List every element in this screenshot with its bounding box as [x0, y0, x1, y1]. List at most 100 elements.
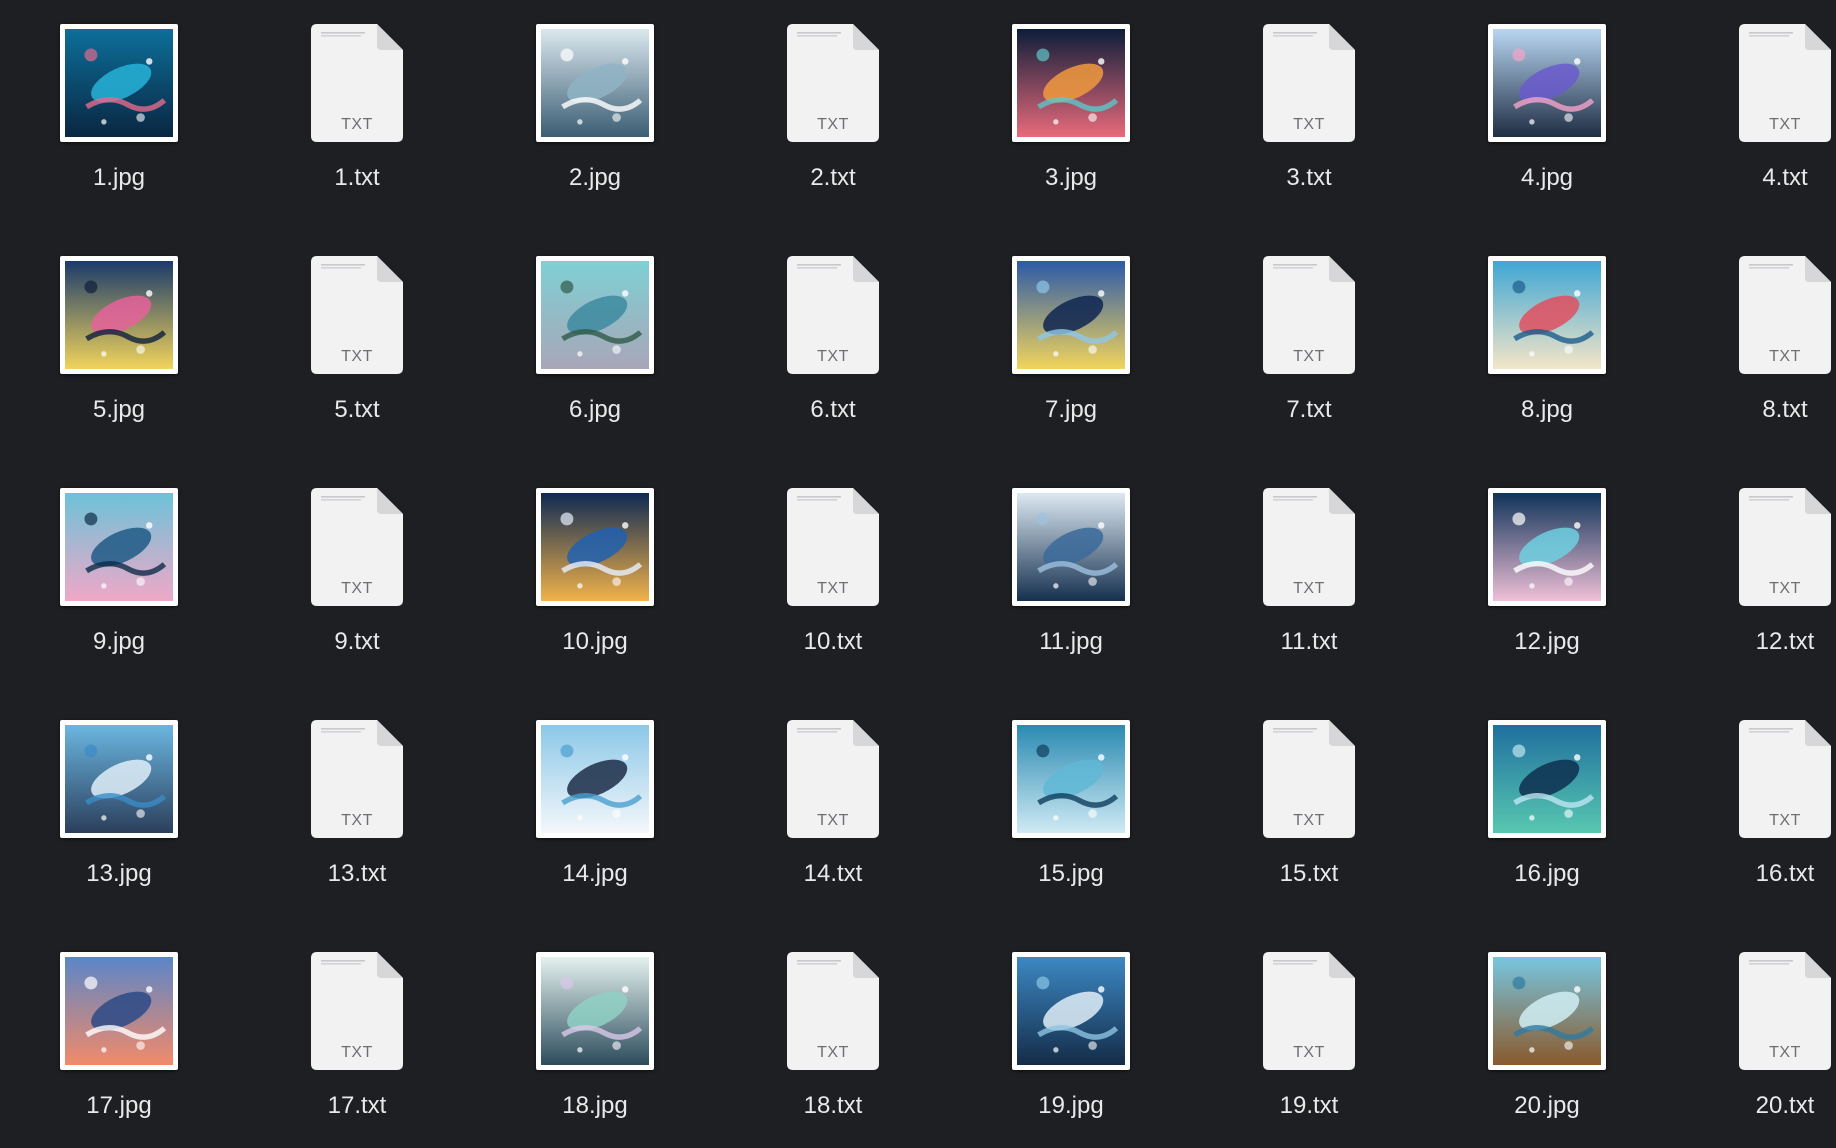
image-thumbnail-icon: [536, 24, 654, 142]
text-file-item[interactable]: TXT 11.txt: [1190, 464, 1428, 684]
file-name-label[interactable]: 2.txt: [810, 164, 856, 191]
file-name-label[interactable]: 10.txt: [803, 628, 863, 655]
file-name-label[interactable]: 16.jpg: [1514, 860, 1580, 887]
image-file-item[interactable]: 10.jpg: [476, 464, 714, 684]
image-file-item[interactable]: 3.jpg: [952, 0, 1190, 220]
text-file-item[interactable]: TXT 7.txt: [1190, 232, 1428, 452]
image-file-item[interactable]: 17.jpg: [0, 928, 238, 1148]
image-file-item[interactable]: 18.jpg: [476, 928, 714, 1148]
image-file-item[interactable]: 7.jpg: [952, 232, 1190, 452]
image-file-item[interactable]: 16.jpg: [1428, 696, 1666, 916]
image-file-item[interactable]: 12.jpg: [1428, 464, 1666, 684]
text-file-item[interactable]: TXT 1.txt: [238, 0, 476, 220]
image-file-item[interactable]: 13.jpg: [0, 696, 238, 916]
file-name-label[interactable]: 11.jpg: [1039, 628, 1103, 655]
file-name-label[interactable]: 6.jpg: [568, 396, 622, 423]
file-name-label[interactable]: 12.jpg: [1514, 628, 1580, 655]
text-file-item[interactable]: TXT 18.txt: [714, 928, 952, 1148]
file-icon-wrapper: [0, 486, 238, 608]
text-file-item[interactable]: TXT 16.txt: [1666, 696, 1836, 916]
file-name-label[interactable]: 1.txt: [334, 164, 380, 191]
file-icon-wrapper: [1428, 718, 1666, 840]
document-icon: TXT: [1739, 256, 1831, 374]
text-file-item[interactable]: TXT 4.txt: [1666, 0, 1836, 220]
text-file-item[interactable]: TXT 3.txt: [1190, 0, 1428, 220]
file-name-label[interactable]: 17.jpg: [86, 1092, 152, 1119]
file-name-label[interactable]: 9.jpg: [92, 628, 146, 655]
file-name-label[interactable]: 17.txt: [327, 1092, 387, 1119]
file-name-label[interactable]: 13.jpg: [86, 860, 152, 887]
file-name-label[interactable]: 4.txt: [1762, 164, 1808, 191]
text-file-item[interactable]: TXT 9.txt: [238, 464, 476, 684]
image-file-item[interactable]: 14.jpg: [476, 696, 714, 916]
file-icon-wrapper: TXT: [238, 22, 476, 144]
text-file-item[interactable]: TXT 2.txt: [714, 0, 952, 220]
image-file-item[interactable]: 20.jpg: [1428, 928, 1666, 1148]
text-file-item[interactable]: TXT 8.txt: [1666, 232, 1836, 452]
text-file-item[interactable]: TXT 17.txt: [238, 928, 476, 1148]
text-file-item[interactable]: TXT 12.txt: [1666, 464, 1836, 684]
artwork-preview: [541, 29, 649, 137]
file-name-label[interactable]: 13.txt: [327, 860, 387, 887]
file-name-label[interactable]: 12.txt: [1755, 628, 1815, 655]
text-file-item[interactable]: TXT 19.txt: [1190, 928, 1428, 1148]
file-name-label[interactable]: 3.txt: [1286, 164, 1332, 191]
image-file-item[interactable]: 19.jpg: [952, 928, 1190, 1148]
file-name-label[interactable]: 14.txt: [803, 860, 863, 887]
file-name-label[interactable]: 14.jpg: [562, 860, 628, 887]
file-name-label[interactable]: 20.txt: [1755, 1092, 1815, 1119]
file-name-label[interactable]: 11.txt: [1280, 628, 1338, 655]
image-file-item[interactable]: 11.jpg: [952, 464, 1190, 684]
file-name-label[interactable]: 2.jpg: [568, 164, 622, 191]
file-name-label[interactable]: 8.txt: [1762, 396, 1808, 423]
image-thumbnail-icon: [1012, 256, 1130, 374]
document-icon: TXT: [787, 488, 879, 606]
image-file-item[interactable]: 6.jpg: [476, 232, 714, 452]
file-icon-wrapper: TXT: [238, 254, 476, 376]
file-name-label[interactable]: 18.jpg: [562, 1092, 628, 1119]
file-icon-wrapper: TXT: [714, 486, 952, 608]
file-icon-wrapper: [952, 950, 1190, 1072]
file-name-label[interactable]: 18.txt: [803, 1092, 863, 1119]
image-file-item[interactable]: 15.jpg: [952, 696, 1190, 916]
image-file-item[interactable]: 1.jpg: [0, 0, 238, 220]
file-name-label[interactable]: 15.jpg: [1038, 860, 1104, 887]
text-file-item[interactable]: TXT 20.txt: [1666, 928, 1836, 1148]
text-file-item[interactable]: TXT 6.txt: [714, 232, 952, 452]
file-name-label[interactable]: 5.txt: [334, 396, 380, 423]
file-icon-wrapper: [1428, 950, 1666, 1072]
image-file-item[interactable]: 2.jpg: [476, 0, 714, 220]
file-type-badge: TXT: [1293, 812, 1325, 829]
file-icon-wrapper: TXT: [238, 486, 476, 608]
file-name-label[interactable]: 4.jpg: [1520, 164, 1574, 191]
file-name-label[interactable]: 6.txt: [810, 396, 856, 423]
image-file-item[interactable]: 9.jpg: [0, 464, 238, 684]
file-name-label[interactable]: 16.txt: [1755, 860, 1815, 887]
file-name-label[interactable]: 7.jpg: [1044, 396, 1098, 423]
image-file-item[interactable]: 4.jpg: [1428, 0, 1666, 220]
document-icon: TXT: [1739, 720, 1831, 838]
text-file-item[interactable]: TXT 15.txt: [1190, 696, 1428, 916]
file-name-label[interactable]: 1.jpg: [92, 164, 146, 191]
file-name-label[interactable]: 8.jpg: [1520, 396, 1574, 423]
image-file-item[interactable]: 5.jpg: [0, 232, 238, 452]
text-file-item[interactable]: TXT 10.txt: [714, 464, 952, 684]
document-icon: TXT: [787, 720, 879, 838]
file-name-label[interactable]: 19.jpg: [1038, 1092, 1104, 1119]
text-file-item[interactable]: TXT 5.txt: [238, 232, 476, 452]
file-name-label[interactable]: 20.jpg: [1514, 1092, 1580, 1119]
file-name-label[interactable]: 3.jpg: [1044, 164, 1098, 191]
artwork-preview: [541, 957, 649, 1065]
image-file-item[interactable]: 8.jpg: [1428, 232, 1666, 452]
file-name-label[interactable]: 10.jpg: [562, 628, 628, 655]
file-name-label[interactable]: 19.txt: [1279, 1092, 1339, 1119]
text-file-item[interactable]: TXT 13.txt: [238, 696, 476, 916]
document-icon: TXT: [1739, 488, 1831, 606]
file-icon-wrapper: [476, 486, 714, 608]
file-name-label[interactable]: 9.txt: [334, 628, 380, 655]
text-file-item[interactable]: TXT 14.txt: [714, 696, 952, 916]
file-name-label[interactable]: 5.jpg: [92, 396, 146, 423]
file-name-label[interactable]: 7.txt: [1286, 396, 1332, 423]
file-icon-wrapper: TXT: [1666, 22, 1836, 144]
file-name-label[interactable]: 15.txt: [1279, 860, 1339, 887]
